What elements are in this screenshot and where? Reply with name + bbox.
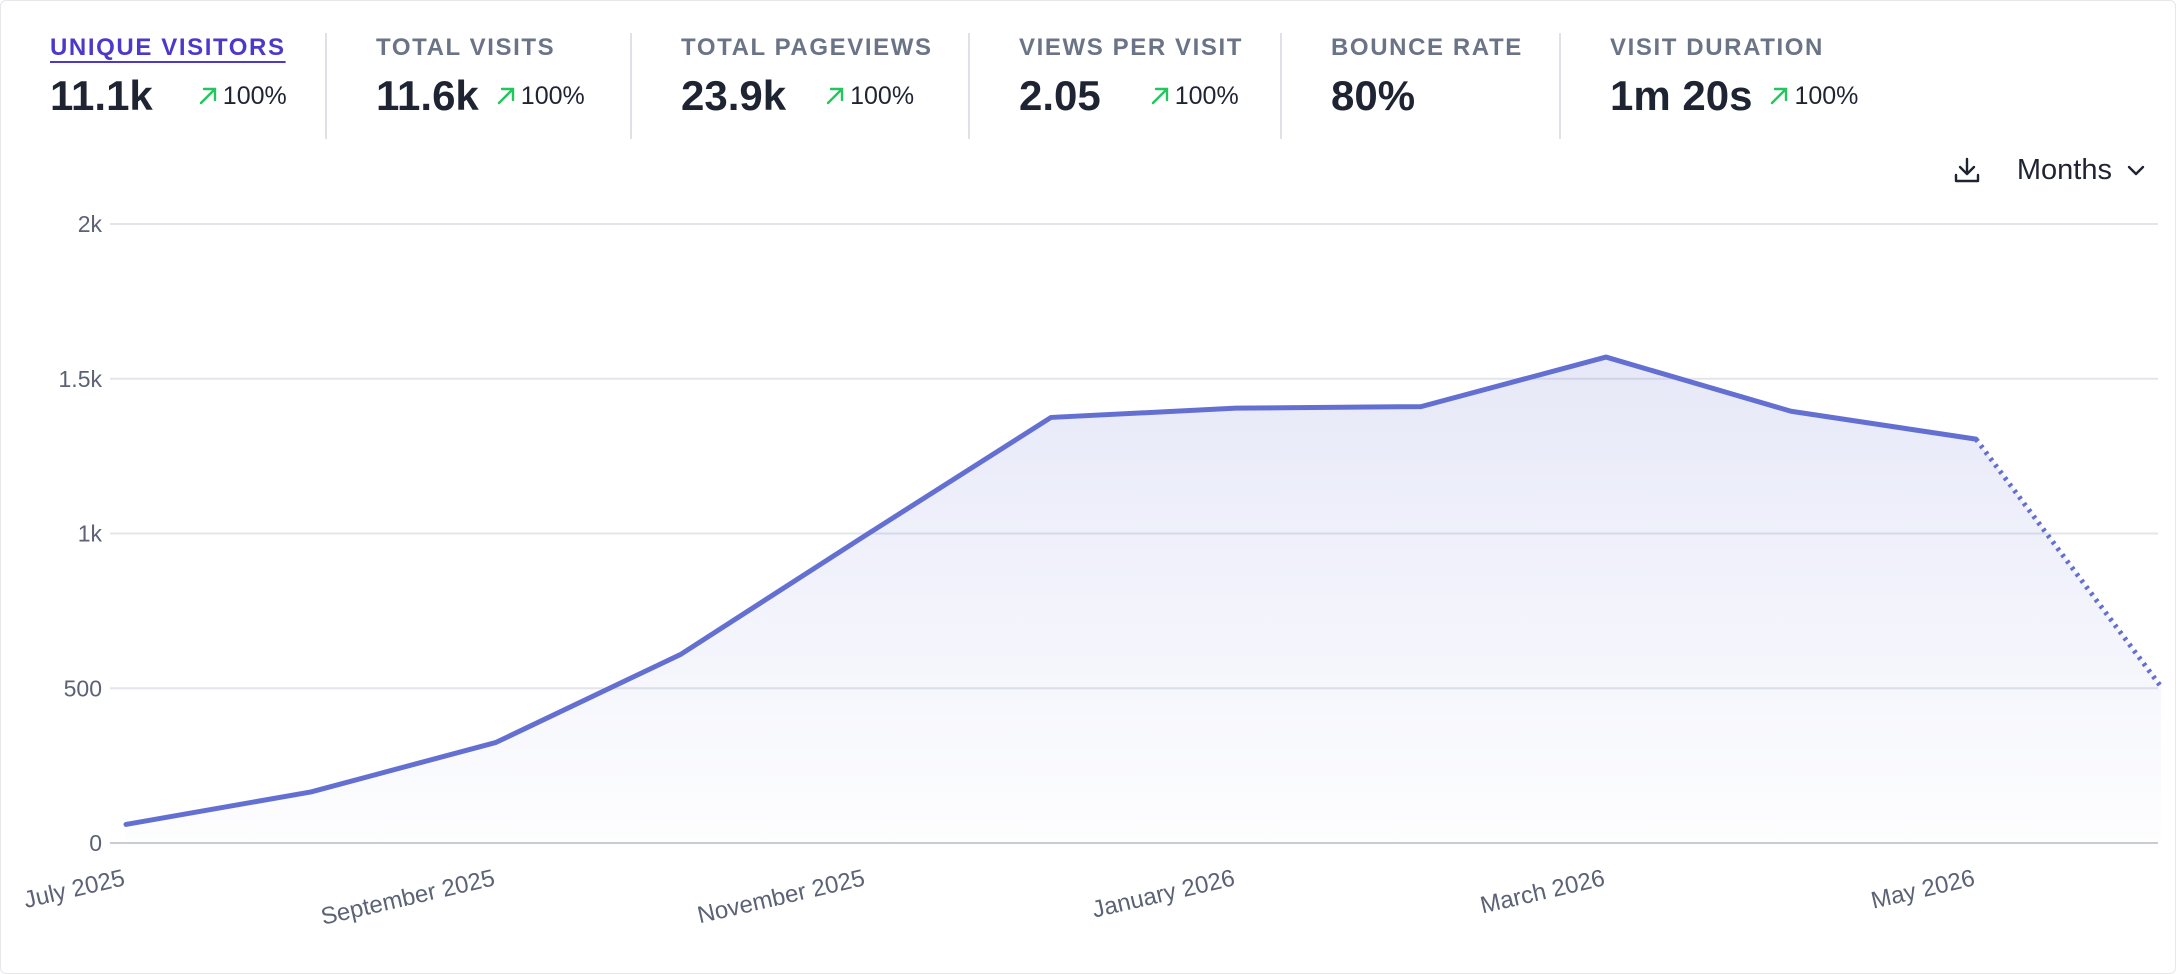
data-point — [1418, 404, 1424, 410]
x-tick-label: March 2026 — [1478, 865, 1608, 920]
stat-change: 100% — [1768, 82, 1858, 111]
y-tick-label: 1.5k — [59, 366, 103, 392]
download-icon — [1954, 157, 1980, 183]
stat-value: 2.05 — [1019, 72, 1101, 119]
x-tick-label: July 2025 — [21, 865, 127, 914]
data-point — [1233, 405, 1239, 411]
data-point — [1603, 354, 1609, 360]
data-point — [1788, 408, 1794, 414]
data-point — [678, 651, 684, 657]
stat-views-per-visit[interactable]: VIEWS PER VISIT 2.05 100% — [1019, 34, 1243, 120]
stat-divider — [1280, 33, 1282, 139]
data-point — [863, 532, 869, 538]
x-tick-label: May 2026 — [1869, 865, 1978, 915]
stat-change-value: 100% — [1174, 81, 1239, 110]
x-tick-label: November 2025 — [695, 865, 867, 930]
series-line-incomplete — [1973, 437, 2164, 689]
stat-change: 100% — [495, 82, 585, 111]
stat-label: TOTAL PAGEVIEWS — [681, 34, 933, 61]
stat-label: VISIT DURATION — [1610, 34, 1824, 61]
y-tick-label: 2k — [78, 211, 103, 237]
arrow-up-right-icon — [1771, 87, 1788, 105]
stat-total-visits[interactable]: TOTAL VISITS 11.6k 100% — [376, 34, 585, 120]
stat-change-value: 100% — [850, 81, 915, 110]
interval-label: Months — [2016, 153, 2112, 186]
stat-unique-visitors[interactable]: UNIQUE VISITORS 11.1k 100% — [50, 34, 287, 120]
stat-value: 1m 20s — [1610, 72, 1753, 119]
chart-toolbar: Months — [1947, 150, 2146, 190]
stat-change: 100% — [1149, 82, 1239, 111]
chevron-down-icon — [2127, 165, 2145, 176]
stat-change: 100% — [197, 82, 287, 111]
stat-divider — [1559, 33, 1561, 139]
x-tick-label: September 2025 — [318, 865, 497, 931]
stat-change-value: 100% — [520, 81, 585, 110]
stat-value: 11.1k — [50, 72, 153, 119]
stat-change-value: 100% — [222, 81, 287, 110]
arrow-up-right-icon — [826, 87, 844, 105]
stat-divider — [630, 33, 632, 139]
data-point — [1048, 414, 1054, 420]
stat-visit-duration[interactable]: VISIT DURATION 1m 20s 100% — [1610, 34, 1858, 120]
data-point — [123, 821, 129, 827]
stat-divider — [968, 33, 970, 139]
data-point — [493, 739, 499, 745]
arrow-up-right-icon — [497, 87, 514, 105]
stat-bounce-rate[interactable]: BOUNCE RATE 80% — [1331, 34, 1523, 120]
stat-label: UNIQUE VISITORS — [50, 34, 286, 61]
stat-change: 100% — [824, 82, 914, 111]
x-tick-label: January 2026 — [1090, 865, 1238, 924]
stat-value: 11.6k — [376, 72, 479, 119]
stat-divider — [325, 33, 327, 139]
stat-label: TOTAL VISITS — [376, 34, 556, 61]
arrow-up-right-icon — [1151, 87, 1168, 105]
y-tick-label: 0 — [89, 830, 102, 856]
stat-total-pageviews[interactable]: TOTAL PAGEVIEWS 23.9k 100% — [681, 34, 933, 120]
stat-value: 80% — [1331, 72, 1416, 119]
stat-label: BOUNCE RATE — [1331, 34, 1523, 61]
stat-change-value: 100% — [1794, 81, 1859, 110]
data-point — [2158, 684, 2164, 690]
data-point — [308, 789, 314, 795]
download-button[interactable] — [1947, 150, 1987, 190]
area-fill — [126, 357, 2161, 843]
stats-bar: UNIQUE VISITORS 11.1k 100% TOTAL VISITS … — [0, 0, 2176, 140]
stat-value: 23.9k — [681, 72, 787, 119]
arrow-up-right-icon — [199, 87, 216, 105]
data-point — [1973, 436, 1979, 442]
y-tick-label: 500 — [64, 675, 102, 701]
stat-label: VIEWS PER VISIT — [1019, 34, 1244, 61]
y-tick-label: 1k — [78, 521, 103, 547]
series-line — [123, 354, 1979, 827]
interval-select[interactable]: Months — [2017, 154, 2146, 187]
